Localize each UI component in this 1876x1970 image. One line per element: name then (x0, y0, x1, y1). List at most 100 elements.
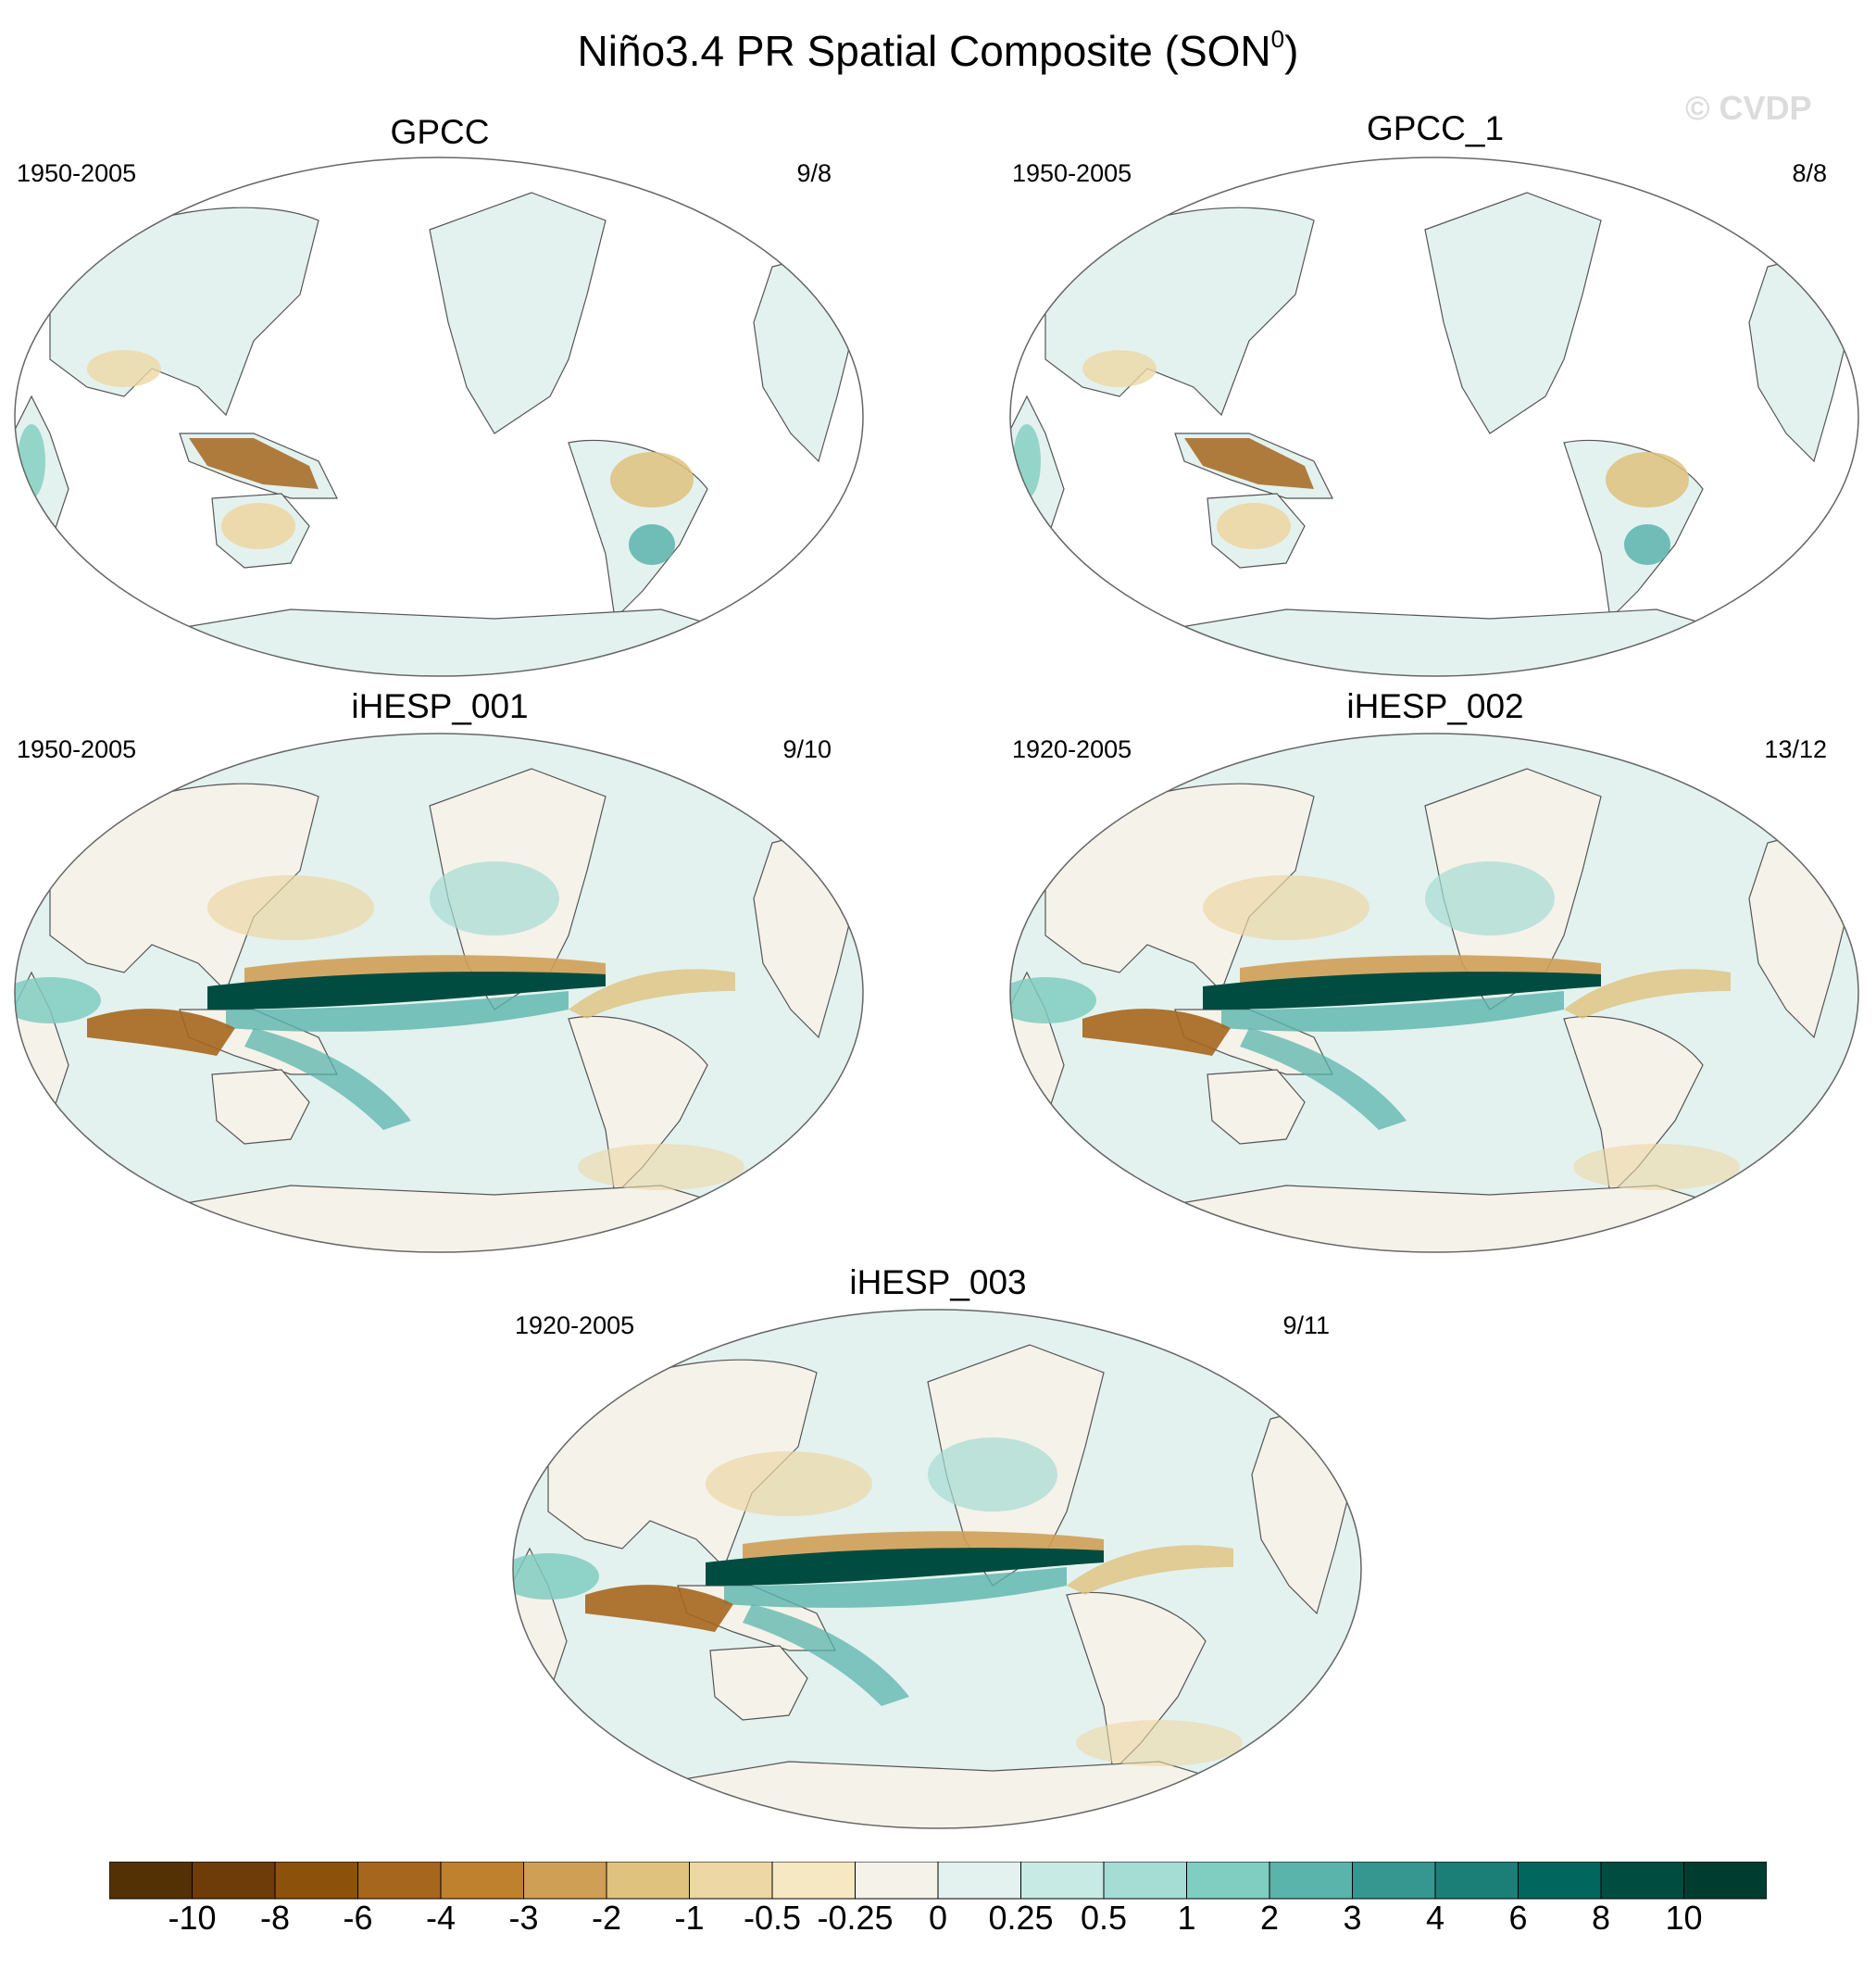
colorbar-box (1269, 1862, 1353, 1900)
colorbar-label: -4 (425, 1899, 456, 1937)
colorbar-box (523, 1862, 607, 1900)
anomaly-wet-spread (724, 1567, 1067, 1608)
colorbar-label: 6 (1508, 1899, 1528, 1937)
panel-title-ihesp-002: iHESP_002 (1346, 687, 1524, 725)
anomaly-atlantic-dry (569, 969, 735, 1019)
colorbar-box (274, 1862, 358, 1900)
colorbar-label: -8 (259, 1899, 290, 1937)
colorbar-label: -0.25 (817, 1899, 894, 1937)
anomaly-npacific-wet (1425, 861, 1555, 935)
anomaly-indian-dry (87, 1009, 235, 1056)
anomaly-india-dry (87, 350, 161, 387)
map-gpcc-1 (1009, 157, 1859, 677)
colorbar-label: -3 (508, 1899, 539, 1937)
figure-title-suffix: ) (1284, 27, 1299, 75)
colorbar-box (1103, 1862, 1187, 1900)
map-border (14, 157, 864, 677)
anomaly-spcz-wet (1240, 1028, 1407, 1130)
colorbar-box (440, 1862, 524, 1900)
anomaly-laplata-wet (1624, 524, 1670, 565)
continent-australia (211, 1069, 310, 1145)
anomaly-australia-dry (221, 503, 295, 549)
panel-title-ihesp-003: iHESP_003 (849, 1263, 1027, 1301)
anomaly-npacific-wet (928, 1437, 1057, 1512)
map-border (14, 733, 864, 1253)
anomaly-npacific-wet (430, 861, 559, 935)
panel-period-gpcc: 1950-2005 (17, 159, 137, 187)
map-gpcc (14, 157, 864, 677)
anomaly-west-indian-wet (1010, 977, 1096, 1023)
map-ihesp-003 (512, 1309, 1362, 1829)
anomaly-indian-dry (585, 1585, 733, 1632)
figure-title-text: Niño3.4 PR Spatial Composite (SON (577, 27, 1271, 75)
map-border (1009, 157, 1859, 677)
anomaly-spcz-wet (743, 1604, 909, 1706)
anomaly-amazon-dry (610, 452, 694, 508)
anomaly-atlantic-dry (1067, 1545, 1233, 1595)
continent-australia (709, 1645, 808, 1721)
colorbar-label: 1 (1177, 1899, 1196, 1937)
panel-period-gpcc-1: 1950-2005 (1012, 159, 1132, 187)
figure-title-superscript: 0 (1270, 24, 1285, 53)
colorbar-box (1186, 1862, 1270, 1900)
colorbar-box (689, 1862, 773, 1900)
colorbar-label: 0.5 (1080, 1899, 1128, 1937)
anomaly-australia-dry (1217, 503, 1291, 549)
colorbar-label: -6 (343, 1899, 373, 1937)
anomaly-laplata-wet (629, 524, 675, 565)
anomaly-india-dry (1082, 350, 1157, 387)
colorbar (109, 1862, 1767, 1900)
map-ihesp-001 (14, 733, 864, 1253)
colorbar-box (937, 1862, 1021, 1900)
colorbar-label: -10 (168, 1899, 217, 1937)
panel-count-ihesp-001: 9/10 (782, 735, 832, 763)
anomaly-maritime-dry (189, 438, 319, 489)
colorbar-label: 0 (928, 1899, 948, 1937)
anomaly-indian-dry (1082, 1009, 1231, 1056)
colorbar-label: 3 (1343, 1899, 1362, 1937)
colorbar-box (192, 1862, 276, 1900)
colorbar-box (606, 1862, 690, 1900)
anomaly-southern-dry (578, 1144, 744, 1190)
figure-title: Niño3.4 PR Spatial Composite (SON0) (0, 24, 1876, 76)
colorbar-box (1434, 1862, 1519, 1900)
colorbar-box (1600, 1862, 1684, 1900)
panel-count-ihesp-003: 9/11 (1282, 1311, 1330, 1339)
anomaly-eastasia-dry (1203, 875, 1369, 940)
colorbar-label: 2 (1259, 1899, 1280, 1937)
map-border (512, 1309, 1362, 1829)
anomaly-southern-dry (1573, 1144, 1740, 1190)
colorbar-box (1020, 1862, 1105, 1900)
colorbar-box (771, 1862, 856, 1900)
colorbar-box (855, 1862, 939, 1900)
colorbar-label: -1 (674, 1899, 705, 1937)
panel-period-ihesp-002: 1920-2005 (1012, 735, 1132, 763)
anomaly-eastasia-dry (706, 1451, 872, 1516)
anomaly-southern-dry (1076, 1720, 1243, 1766)
anomaly-equatorial-wet-core (706, 1548, 1104, 1586)
anomaly-equatorial-wet-core (1203, 972, 1601, 1010)
anomaly-wet-spread (226, 991, 569, 1032)
colorbar-label: -0.5 (743, 1899, 802, 1937)
panel-title-gpcc-1: GPCC_1 (1366, 109, 1505, 147)
panel-title-gpcc: GPCC (390, 113, 490, 151)
panel-count-gpcc-1: 8/8 (1792, 159, 1827, 187)
anomaly-west-indian-wet (513, 1553, 599, 1600)
panel-title-ihesp-001: iHESP_001 (351, 687, 529, 725)
panel-count-ihesp-002: 13/12 (1764, 735, 1827, 763)
anomaly-equatorial-wet-core (207, 972, 606, 1010)
anomaly-spcz-wet (244, 1028, 411, 1130)
panel-period-ihesp-001: 1950-2005 (17, 735, 137, 763)
cvdp-watermark: © CVDP (1685, 89, 1812, 127)
continent-north-america (1424, 192, 1602, 434)
colorbar-box (357, 1862, 442, 1900)
colorbar-box (109, 1862, 193, 1900)
anomaly-wet-spread (1221, 991, 1564, 1032)
anomaly-eastasia-dry (207, 875, 374, 940)
colorbar-label: 4 (1425, 1899, 1445, 1937)
colorbar-box (1518, 1862, 1602, 1900)
anomaly-eastafrica-wet (18, 424, 45, 498)
panel-count-gpcc: 9/8 (796, 159, 832, 187)
anomaly-maritime-dry (1184, 438, 1314, 489)
colorbar-box (1683, 1862, 1767, 1900)
